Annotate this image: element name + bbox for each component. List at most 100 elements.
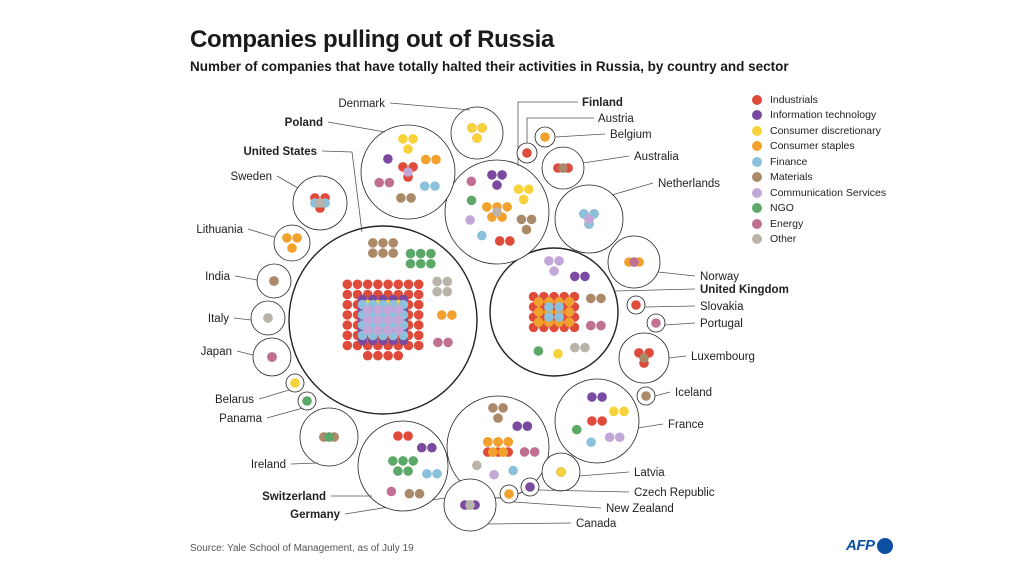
dot-united-states-com xyxy=(383,305,393,315)
dot-united-kingdom-cs xyxy=(564,307,575,317)
dot-switzerland-fin xyxy=(432,468,442,479)
dot-united-states-ngo xyxy=(415,258,426,269)
dot-germany-cs xyxy=(488,447,498,457)
dot-germany-en xyxy=(529,447,540,457)
dot-finland-it xyxy=(492,180,502,190)
dot-united-states-com xyxy=(373,305,383,315)
dot-united-states-com xyxy=(373,325,383,336)
dot-finland-com xyxy=(465,215,475,225)
dot-united-states-ind xyxy=(342,279,353,290)
dot-finland-cd xyxy=(513,184,524,195)
dot-united-states-com xyxy=(383,325,393,336)
dot-panama-ngo xyxy=(302,396,312,406)
legend-item-industrials: Industrials xyxy=(752,92,886,108)
country-label-australia: Australia xyxy=(634,151,679,163)
dot-portugal-en xyxy=(651,318,661,328)
leader-line-denmark xyxy=(389,102,471,111)
legend-item-consumer-discretionary: Consumer discretionary xyxy=(752,123,886,139)
country-label-latvia: Latvia xyxy=(634,467,665,479)
dot-germany-it xyxy=(522,421,533,431)
dot-finland-cd xyxy=(518,194,529,205)
dot-united-states-ind xyxy=(352,279,363,290)
country-label-belgium: Belgium xyxy=(610,129,652,141)
dot-united-states-mat xyxy=(388,248,399,258)
legend-swatch-it xyxy=(752,110,762,121)
dot-united-states-en xyxy=(433,337,443,348)
dot-denmark-cd xyxy=(472,133,482,143)
leader-line-czech-republic xyxy=(538,489,630,493)
country-label-norway: Norway xyxy=(700,271,739,283)
country-label-sweden: Sweden xyxy=(230,171,272,183)
country-switzerland xyxy=(331,420,449,512)
dot-germany-mat xyxy=(493,413,503,423)
dot-united-states-oth xyxy=(432,276,442,287)
dot-switzerland-ngo xyxy=(388,456,398,466)
country-circle-france xyxy=(554,378,640,464)
country-label-united-kingdom: United Kingdom xyxy=(700,284,789,296)
dot-finland-cs xyxy=(502,202,512,212)
dot-united-states-ind xyxy=(342,320,353,330)
leader-line-india xyxy=(234,275,258,281)
dot-india-mat xyxy=(269,276,279,286)
dot-united-states-mat xyxy=(368,248,378,258)
country-label-italy: Italy xyxy=(208,313,229,325)
dot-poland-cs xyxy=(431,154,441,165)
dot-united-states-cs xyxy=(447,310,457,320)
dot-united-states-mat xyxy=(368,238,378,248)
dot-france-fin xyxy=(586,437,596,448)
dot-united-states-ind xyxy=(383,350,393,361)
afp-logo-text: AFP xyxy=(846,537,875,554)
dot-poland-fin xyxy=(419,181,430,191)
dot-united-states-oth xyxy=(442,276,453,287)
dot-united-states-ind xyxy=(373,350,383,361)
country-label-czech-republic: Czech Republic xyxy=(634,487,715,499)
dot-germany-cs xyxy=(498,447,508,457)
country-label-united-states: United States xyxy=(244,146,318,158)
leader-line-belgium xyxy=(554,133,606,138)
dot-sweden-oth xyxy=(315,198,325,208)
dot-united-states-ind xyxy=(342,330,353,341)
dot-finland-ind xyxy=(494,236,505,246)
dot-united-states-com xyxy=(362,325,373,336)
country-india xyxy=(234,263,292,299)
dot-united-kingdom-en xyxy=(596,320,606,331)
dot-finland-mat xyxy=(521,224,532,235)
dot-germany-it xyxy=(512,421,523,431)
country-latvia xyxy=(541,452,630,492)
dot-poland-mat xyxy=(396,193,406,203)
country-label-germany: Germany xyxy=(290,509,340,521)
leader-line-united-kingdom xyxy=(614,288,696,292)
dot-germany-fin xyxy=(508,465,518,476)
dot-united-kingdom-fin xyxy=(554,312,564,322)
dot-france-it xyxy=(597,392,607,402)
dot-united-kingdom-en xyxy=(585,320,596,331)
dot-united-states-ind xyxy=(413,310,424,320)
country-italy xyxy=(233,300,286,336)
country-label-iceland: Iceland xyxy=(675,387,712,399)
legend-label-ind: Industrials xyxy=(770,93,818,106)
leader-line-norway xyxy=(657,271,696,277)
country-finland xyxy=(444,101,578,265)
dot-united-kingdom-oth xyxy=(569,342,580,353)
dot-united-states-ind xyxy=(393,350,404,361)
dot-norway-en xyxy=(629,257,639,267)
dot-finland-ind xyxy=(505,236,515,246)
dot-france-cd xyxy=(619,406,629,417)
dot-switzerland-ngo xyxy=(403,466,413,476)
country-united-kingdom xyxy=(489,247,696,377)
dot-france-ind xyxy=(587,416,597,426)
country-label-lithuania: Lithuania xyxy=(196,224,243,236)
country-belarus xyxy=(258,373,305,400)
dot-united-states-ngo xyxy=(426,258,436,269)
dot-germany-cs xyxy=(493,437,503,447)
legend-item-communication-services: Communication Services xyxy=(752,185,886,201)
afp-logo: AFP xyxy=(846,537,893,554)
dot-iceland-mat xyxy=(641,391,651,401)
legend-label-com: Communication Services xyxy=(770,186,887,199)
dot-united-kingdom-fin xyxy=(544,312,554,322)
dot-united-kingdom-cs xyxy=(533,307,544,317)
dot-united-states-ngo xyxy=(415,248,426,259)
dot-switzerland-it xyxy=(416,442,427,453)
dot-united-kingdom-cs xyxy=(564,297,575,307)
